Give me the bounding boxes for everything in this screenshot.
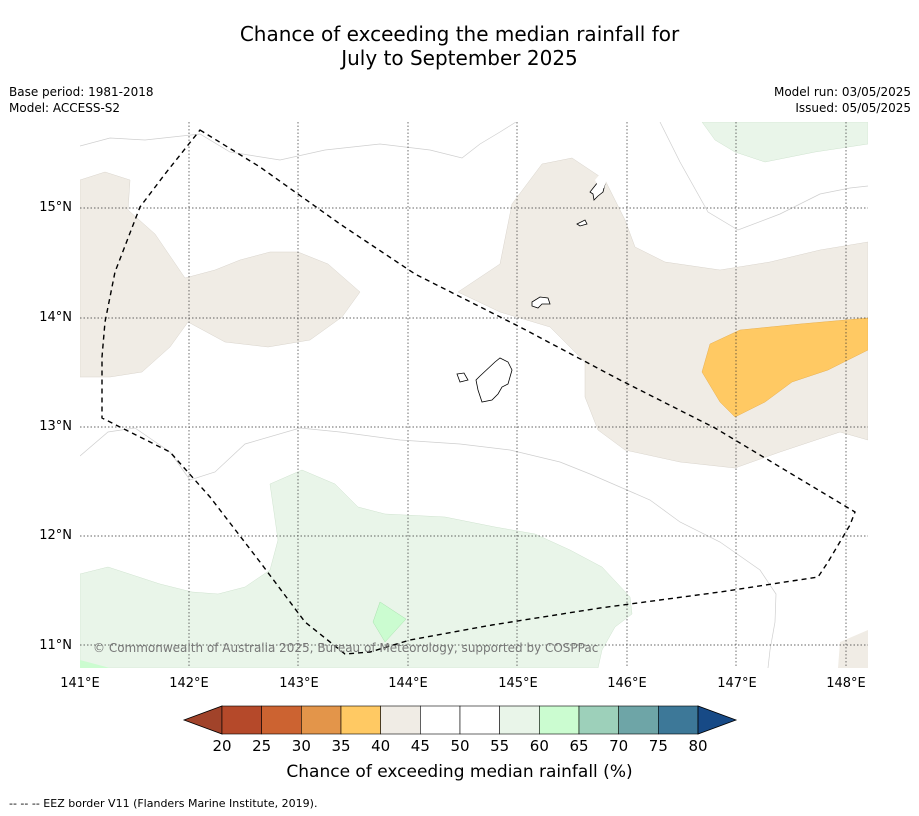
island-small (456, 372, 469, 383)
colorbar-swatch (459, 705, 500, 735)
colorbar-tick-label: 45 (410, 737, 430, 755)
colorbar-swatch (301, 705, 342, 735)
eez-footnote: -- -- -- EEZ border V11 (Flanders Marine… (9, 797, 318, 810)
colorbar-tick-label: 35 (331, 737, 351, 755)
lon-label-141e: 141°E (60, 676, 100, 691)
map-title: Chance of exceeding the median rainfall … (0, 22, 919, 70)
region-55-60-north (701, 122, 868, 163)
lat-label-15n: 15°N (39, 200, 72, 215)
lon-label-142e: 142°E (169, 676, 209, 691)
colorbar-swatch (221, 705, 262, 735)
colorbar-tick-label: 55 (490, 737, 510, 755)
island-north (595, 174, 607, 188)
colorbar-tick-label: 25 (252, 737, 272, 755)
colorbar-swatch (380, 705, 421, 735)
issued-date: Issued: 05/05/2025 (795, 101, 911, 115)
colorbar-swatch (499, 705, 540, 735)
colorbar-tick-label: 40 (371, 737, 391, 755)
colorbar-swatch (420, 705, 461, 735)
colorbar-swatch (578, 705, 619, 735)
colorbar-extend-high (697, 705, 738, 735)
lat-label-11n: 11°N (39, 638, 72, 653)
colorbar-tick-label: 70 (609, 737, 629, 755)
islands (456, 174, 607, 403)
colorbar-tick-label: 80 (688, 737, 708, 755)
island-tinian (576, 219, 588, 227)
region-45-50-west (80, 171, 361, 378)
region-45-50-east (457, 157, 868, 469)
meta-left: Base period: 1981-2018 Model: ACCESS-S2 (9, 84, 154, 116)
graticule (80, 122, 868, 668)
region-60-65-patch (372, 601, 407, 643)
lon-label-145e: 145°E (498, 676, 538, 691)
colorbar-swatch (618, 705, 659, 735)
lon-label-143e: 143°E (279, 676, 319, 691)
lat-label-14n: 14°N (39, 310, 72, 325)
title-line-2: July to September 2025 (341, 46, 578, 70)
colorbar-swatch (261, 705, 302, 735)
model-name: Model: ACCESS-S2 (9, 101, 121, 115)
map-svg (80, 122, 868, 668)
lat-label-13n: 13°N (39, 419, 72, 434)
region-45-50-corner (838, 630, 868, 668)
colorbar-label: Chance of exceeding median rainfall (%) (286, 762, 633, 782)
colorbar (182, 705, 738, 735)
contour-line (80, 122, 517, 161)
lon-label-147e: 147°E (717, 676, 757, 691)
meta-right: Model run: 03/05/2025 Issued: 05/05/2025 (774, 84, 911, 116)
colorbar-swatch (658, 705, 699, 735)
colorbar-tick-label: 30 (291, 737, 311, 755)
colorbar-tick-label: 60 (529, 737, 549, 755)
colorbar-tick-label: 75 (648, 737, 668, 755)
colorbar-tick-label: 20 (212, 737, 232, 755)
region-55-60-south (80, 469, 633, 668)
lon-label-146e: 146°E (607, 676, 647, 691)
lon-label-148e: 148°E (826, 676, 866, 691)
colorbar-tick-label: 50 (450, 737, 470, 755)
base-period: Base period: 1981-2018 (9, 85, 154, 99)
island-guam (475, 357, 513, 403)
island-rota (531, 296, 551, 309)
copyright-notice: © Commonwealth of Australia 2025, Bureau… (93, 641, 599, 655)
region-60-65-edge (80, 660, 110, 668)
region-35-40 (701, 317, 868, 418)
contour-line (659, 122, 868, 231)
colorbar-swatch (539, 705, 580, 735)
lat-label-12n: 12°N (39, 528, 72, 543)
model-run: Model run: 03/05/2025 (773, 85, 911, 99)
eez-border (101, 129, 856, 655)
colorbar-swatch (340, 705, 381, 735)
contour-line (80, 427, 777, 668)
colorbar-tick-label: 65 (569, 737, 589, 755)
map-panel (80, 122, 868, 668)
lon-label-144e: 144°E (388, 676, 428, 691)
title-line-1: Chance of exceeding the median rainfall … (239, 22, 680, 46)
colorbar-extend-low (182, 705, 223, 735)
